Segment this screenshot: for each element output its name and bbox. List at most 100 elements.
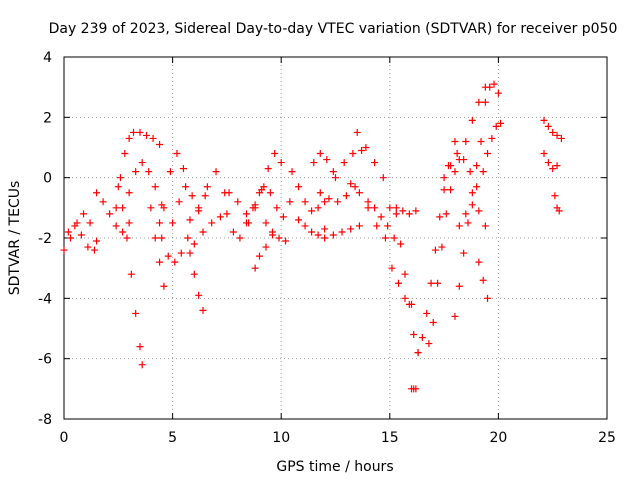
y-tick-label: -8 [38,412,52,428]
series-arc-ad-rise [425,83,489,348]
data-point [262,219,270,227]
data-point [481,222,489,230]
data-point [412,385,420,393]
data-point [286,198,294,206]
data-point [462,210,470,218]
data-point [262,243,270,251]
y-tick-label: -2 [38,231,52,247]
data-point [418,334,426,342]
data-point [275,234,283,242]
data-point [347,225,355,233]
data-point [199,228,207,236]
data-point [301,222,309,230]
data-point [130,128,138,136]
data-point [486,83,494,91]
y-tick-label: -4 [38,291,52,307]
data-point [71,222,79,230]
data-point [410,331,418,339]
data-point [271,150,279,158]
data-point [497,119,505,127]
series-arc-af-rise [451,137,485,320]
data-point [93,237,101,245]
y-tick-label: 2 [43,110,52,126]
data-point [316,189,324,197]
data-point [353,128,361,136]
data-point [412,207,420,215]
data-point [488,134,496,142]
y-tick-label: -6 [38,352,52,368]
series-arc-b-dive [114,183,146,369]
data-point [553,162,561,170]
data-point [379,174,387,182]
series-arc-ag [455,201,489,230]
series-arc-d [147,204,168,290]
series-arc-z [386,204,420,218]
data-point [119,204,127,212]
y-axis-label: SDTVAR / TECUs [7,181,23,296]
series-arc-p [266,189,294,221]
series-arc-v [332,147,366,182]
x-tick-label: 15 [381,430,399,446]
data-point [258,186,266,194]
data-point [388,264,396,272]
data-point [332,174,339,182]
data-point [347,180,355,188]
data-point [492,122,500,130]
data-point [321,198,329,206]
series-arc-y [364,198,398,242]
data-point [80,210,88,218]
data-point [295,183,303,191]
data-point [321,234,329,242]
data-point [125,134,133,142]
data-point [229,228,237,236]
data-point [338,228,346,236]
data-point [555,207,563,215]
series-arc-i [186,168,229,224]
data-point [308,207,316,215]
data-point [371,204,379,212]
series-arc-late-3 [551,192,563,215]
data-point [84,243,92,251]
series-arc-e [156,150,187,227]
series-arc-ac-rise [414,137,459,357]
data-point [475,98,483,106]
x-tick-label: 25 [598,430,616,446]
series-arc-t [316,183,359,206]
data-point [77,231,85,239]
x-tick-label: 20 [489,430,507,446]
data-point [494,89,502,97]
data-point [314,204,322,212]
data-point [116,174,124,182]
data-point [425,340,433,348]
data-point [414,349,422,357]
data-point [475,258,483,266]
series-arc-w [347,180,389,242]
data-point [481,98,489,106]
data-point [553,131,561,139]
data-point [234,198,242,206]
data-point [175,198,183,206]
data-point [451,137,459,145]
data-point [266,189,274,197]
data-point [190,270,198,278]
data-point [106,210,114,218]
x-tick-label: 5 [168,430,177,446]
data-point [325,195,333,203]
data-point [544,159,552,167]
data-point [160,282,168,290]
data-point [364,204,372,212]
data-point [282,237,290,245]
data-point [440,186,448,194]
data-point [251,204,259,212]
series-arc-aj [475,258,492,302]
data-point [377,213,385,221]
data-point [195,204,203,212]
data-point [447,162,455,170]
data-point [549,165,557,173]
series-arc-k [223,189,263,242]
data-point [440,174,448,182]
data-point [169,219,177,227]
data-point [390,234,398,242]
data-point [255,252,263,260]
